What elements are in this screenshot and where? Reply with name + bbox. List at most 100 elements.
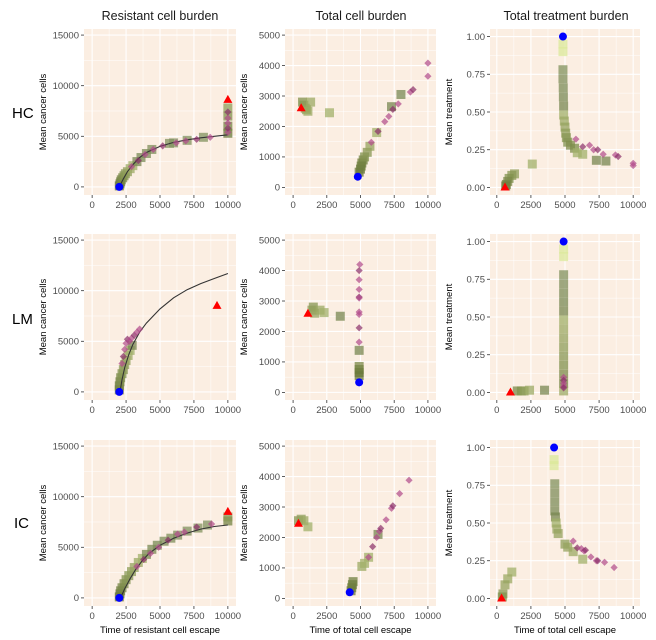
diamond-point	[405, 476, 413, 484]
square-point	[299, 516, 309, 526]
square-point	[559, 315, 569, 325]
square-point	[563, 542, 573, 552]
y-tick-label: 0.75	[467, 70, 486, 81]
diamond-point	[572, 135, 580, 143]
panel-ic-3: 0 2500 5000 7500 10000 0.00 0.25 0.50 0.75 1.00 Me…	[444, 440, 646, 636]
y-tick-label: 10000	[53, 81, 79, 92]
diamond-point	[159, 142, 167, 150]
y-tick-label: 2000	[259, 122, 280, 133]
end-point	[303, 308, 313, 317]
diamond-point	[119, 352, 127, 361]
x-tick-label: 5000	[350, 200, 371, 211]
diamond-point	[125, 337, 134, 345]
x-tick-label: 5000	[149, 611, 170, 622]
square-point	[559, 297, 569, 307]
square-point	[550, 488, 560, 498]
y-tick-label: 0.75	[467, 481, 486, 492]
square-point	[559, 342, 569, 352]
diamond-point	[594, 146, 602, 154]
x-tick-label: 0	[89, 405, 94, 416]
x-tick-label: 2500	[316, 611, 337, 622]
square-point	[559, 101, 569, 111]
diamond-point	[364, 553, 373, 561]
y-tick-label: 0.50	[467, 107, 486, 118]
y-axis-label: Mean cancer cells	[239, 278, 250, 355]
square-point	[561, 128, 571, 138]
x-tick-label: 7500	[384, 611, 405, 622]
panel-lm-1: 0 2500 5000 7500 10000 0 5000 10000 15000 Mean ca…	[38, 234, 241, 416]
start-point	[345, 588, 354, 597]
y-tick-label: 1000	[259, 357, 280, 368]
y-tick-label: 5000	[259, 441, 280, 452]
diamond-point	[121, 345, 129, 353]
diamond-point	[569, 537, 577, 545]
square-point	[578, 149, 588, 159]
y-tick-label: 5000	[259, 235, 280, 246]
square-point	[129, 563, 139, 573]
x-tick-label: 10000	[215, 405, 241, 416]
column-title-total-cell: Total cell burden	[315, 9, 406, 23]
diamond-point	[581, 546, 590, 554]
column-title-treatment: Total treatment burden	[503, 9, 628, 23]
x-tick-label: 10000	[415, 405, 441, 416]
y-tick-label: 1.00	[467, 443, 486, 454]
diamond-point	[355, 294, 363, 302]
y-tick-label: 5000	[58, 132, 79, 143]
y-tick-label: 1.00	[467, 32, 486, 43]
end-point	[500, 182, 510, 191]
diamond-point	[130, 331, 138, 339]
square-point	[348, 577, 358, 587]
diamond-point	[141, 150, 149, 159]
x-tick-label: 2500	[520, 200, 541, 211]
square-point	[559, 306, 569, 316]
square-point	[559, 324, 569, 334]
diamond-point	[118, 359, 126, 368]
start-point	[559, 237, 568, 246]
x-tick-label: 10000	[415, 611, 441, 622]
x-tick-label: 7500	[589, 611, 610, 622]
square-point	[396, 89, 406, 99]
square-point	[559, 244, 569, 254]
diamond-point	[355, 285, 363, 294]
square-point	[373, 529, 383, 539]
x-tick-label: 2500	[116, 200, 137, 211]
x-tick-label: 2500	[520, 611, 541, 622]
square-point	[558, 39, 568, 49]
diamond-point	[594, 557, 602, 565]
square-point	[519, 386, 529, 396]
square-point	[552, 524, 562, 534]
diamond-point	[600, 558, 609, 566]
y-tick-label: 0	[275, 594, 280, 605]
square-point	[550, 506, 560, 516]
x-tick-label: 5000	[149, 405, 170, 416]
column-title-resistant: Resistant cell burden	[102, 9, 219, 23]
panel-hc-2: 0 2500 5000 7500 10000 0 1000 2000 3000 4000 5000 M…	[239, 29, 441, 211]
diamond-point	[377, 524, 385, 532]
panel-lm-3: 0 2500 5000 7500 10000 0.00 0.25 0.50 0.75 1.00 Me…	[444, 234, 646, 416]
y-tick-label: 0.25	[467, 556, 486, 567]
diamond-point	[224, 128, 232, 136]
start-point	[115, 182, 124, 191]
diamond-point	[611, 151, 620, 159]
x-tick-label: 10000	[215, 200, 241, 211]
square-point	[303, 106, 313, 116]
y-axis-label: Mean cancer cells	[38, 73, 49, 150]
end-point	[223, 506, 233, 515]
diamond-point	[599, 150, 607, 158]
square-point	[166, 533, 176, 543]
end-point	[296, 103, 306, 112]
diamond-point	[193, 135, 201, 143]
y-tick-label: 2000	[259, 327, 280, 338]
square-point	[540, 385, 550, 395]
square-point	[558, 92, 568, 102]
fitted-curve	[120, 524, 228, 599]
panel-ic-2: 0 2500 5000 7500 10000 0 1000 2000 3000 4000 5000 M…	[239, 440, 441, 636]
y-tick-label: 0.75	[467, 275, 486, 286]
x-tick-label: 10000	[620, 405, 646, 416]
x-tick-label: 7500	[589, 200, 610, 211]
y-tick-label: 0.00	[467, 183, 486, 194]
square-point	[559, 116, 569, 126]
diamond-point	[573, 544, 581, 552]
diamond-point	[374, 127, 382, 135]
square-point	[223, 512, 233, 522]
